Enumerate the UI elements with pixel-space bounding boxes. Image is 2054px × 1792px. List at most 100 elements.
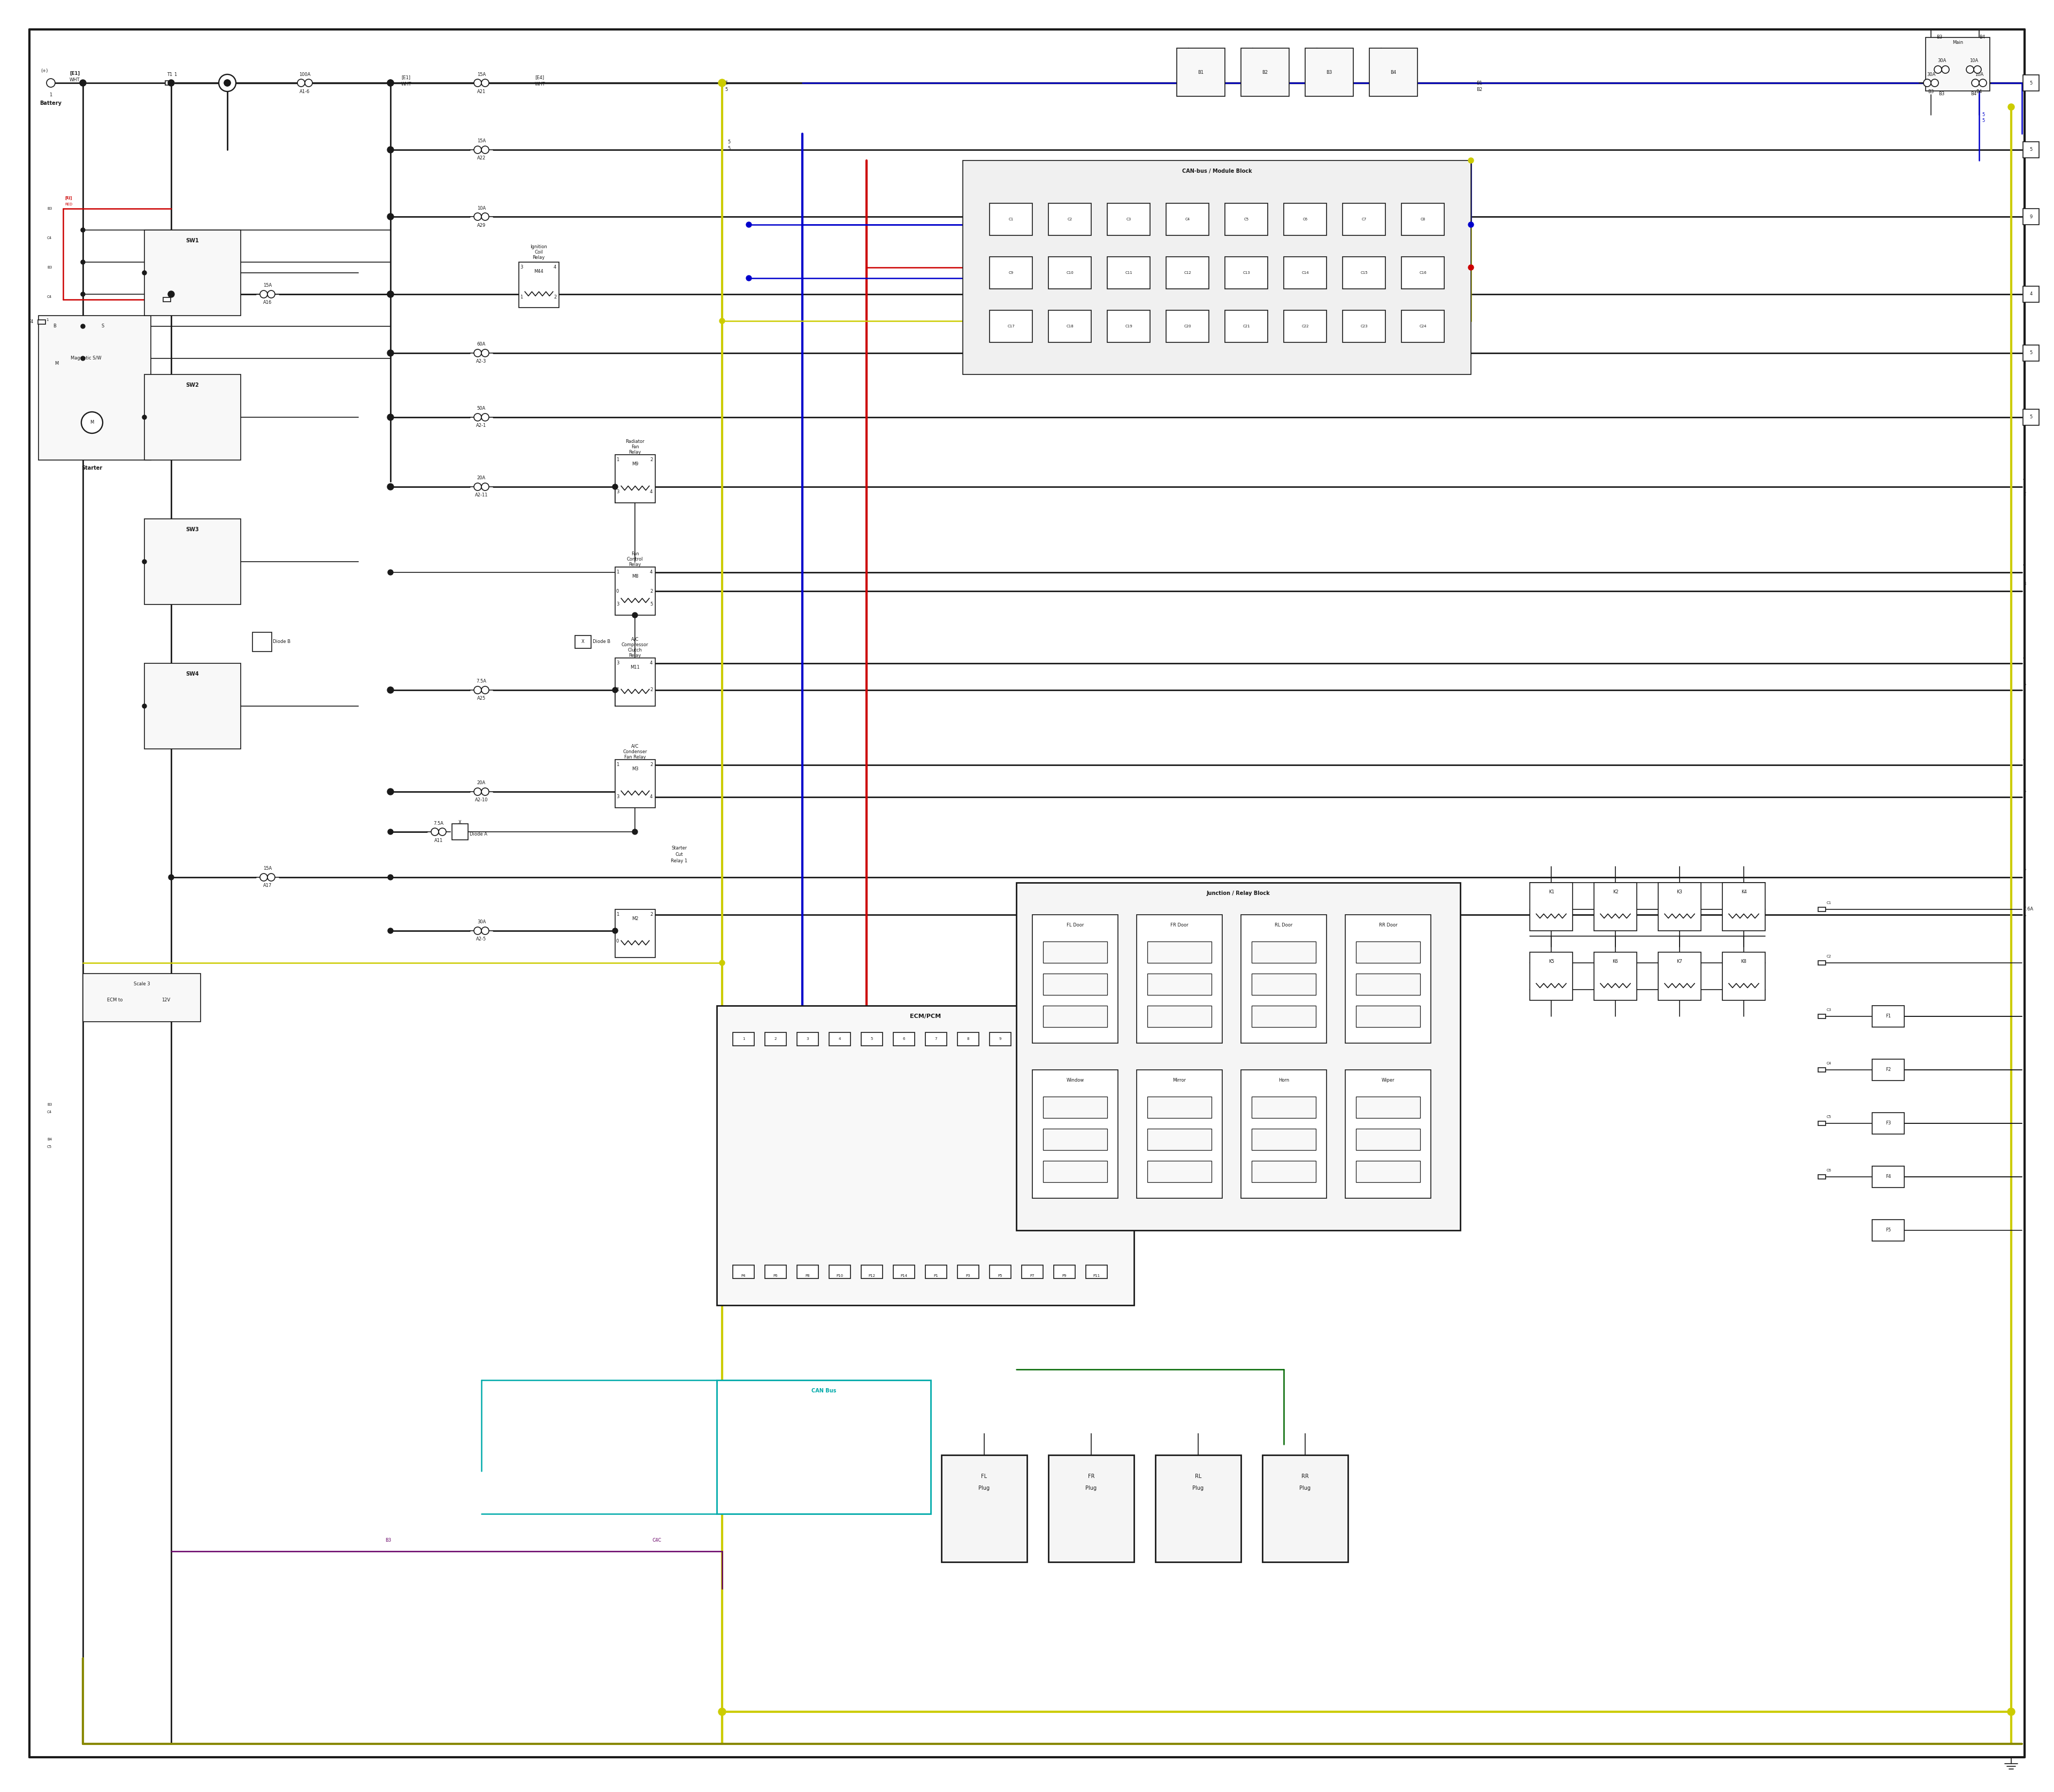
Bar bbox=[1148, 941, 1212, 962]
Bar bbox=[1043, 1129, 1107, 1150]
Bar bbox=[1107, 202, 1150, 235]
Text: 11: 11 bbox=[1062, 1038, 1066, 1041]
Circle shape bbox=[474, 213, 481, 220]
Text: 2: 2 bbox=[649, 688, 653, 692]
Bar bbox=[1177, 48, 1224, 97]
Bar bbox=[1871, 1167, 1904, 1188]
Text: ECM/PCM: ECM/PCM bbox=[910, 1014, 941, 1020]
Text: 3: 3 bbox=[616, 661, 618, 665]
Text: SW4: SW4 bbox=[187, 672, 199, 677]
Text: 15A: 15A bbox=[263, 283, 271, 289]
Text: A2-1: A2-1 bbox=[477, 423, 487, 428]
Text: Starter: Starter bbox=[82, 466, 103, 471]
Circle shape bbox=[1469, 158, 1473, 163]
Text: B4: B4 bbox=[1980, 36, 1984, 39]
Text: 10: 10 bbox=[1029, 1038, 1035, 1041]
Text: P12: P12 bbox=[869, 1274, 875, 1278]
Text: Horn: Horn bbox=[1278, 1079, 1290, 1082]
Text: 5: 5 bbox=[725, 88, 727, 91]
Circle shape bbox=[47, 79, 55, 88]
Text: A2-5: A2-5 bbox=[477, 937, 487, 943]
Text: RL Door: RL Door bbox=[1276, 923, 1292, 928]
Bar bbox=[1594, 883, 1637, 930]
Text: 5: 5 bbox=[2023, 788, 2025, 794]
Text: A2-11: A2-11 bbox=[474, 493, 489, 498]
Circle shape bbox=[1469, 265, 1473, 271]
Bar bbox=[2023, 287, 2040, 303]
Text: M2: M2 bbox=[631, 916, 639, 921]
Text: Diode B: Diode B bbox=[273, 640, 290, 645]
Bar bbox=[2023, 75, 2040, 91]
Text: FL Door: FL Door bbox=[1066, 923, 1085, 928]
Text: RR Door: RR Door bbox=[1378, 923, 1397, 928]
Bar bbox=[1148, 1161, 1212, 1183]
Text: Plug: Plug bbox=[1193, 1486, 1204, 1491]
Text: 1: 1 bbox=[49, 91, 51, 97]
Text: B3: B3 bbox=[47, 1104, 51, 1106]
Text: P6: P6 bbox=[772, 1274, 778, 1278]
Text: B1: B1 bbox=[1477, 81, 1483, 86]
Bar bbox=[1370, 48, 1417, 97]
Bar bbox=[1343, 310, 1384, 342]
Circle shape bbox=[261, 290, 267, 297]
Text: SW1: SW1 bbox=[187, 238, 199, 244]
Text: B4: B4 bbox=[47, 1138, 51, 1142]
Bar bbox=[614, 658, 655, 706]
Text: B3: B3 bbox=[47, 265, 51, 269]
Circle shape bbox=[481, 788, 489, 796]
Circle shape bbox=[719, 319, 725, 324]
Text: C14: C14 bbox=[1302, 271, 1308, 274]
Text: Fan: Fan bbox=[631, 444, 639, 450]
Bar bbox=[941, 1455, 1027, 1563]
Text: A22: A22 bbox=[477, 156, 485, 161]
Text: B1: B1 bbox=[1197, 70, 1204, 75]
Text: P9: P9 bbox=[1062, 1274, 1066, 1278]
Text: Relay: Relay bbox=[629, 450, 641, 455]
Bar bbox=[1087, 1032, 1107, 1047]
Bar bbox=[926, 1032, 947, 1047]
Text: C4: C4 bbox=[1826, 1063, 1832, 1064]
Circle shape bbox=[746, 276, 752, 281]
Circle shape bbox=[80, 228, 84, 233]
Bar bbox=[1167, 310, 1210, 342]
Text: M11: M11 bbox=[631, 665, 639, 670]
Text: P8: P8 bbox=[805, 1274, 809, 1278]
Bar bbox=[1224, 256, 1267, 289]
Text: WHT: WHT bbox=[401, 82, 411, 88]
Text: WHT: WHT bbox=[70, 77, 80, 82]
Text: C4C: C4C bbox=[653, 1538, 661, 1543]
Text: K8: K8 bbox=[1742, 959, 1746, 964]
Circle shape bbox=[481, 414, 489, 421]
Text: C5: C5 bbox=[1245, 217, 1249, 220]
Bar bbox=[1043, 973, 1107, 995]
Circle shape bbox=[481, 926, 489, 934]
Circle shape bbox=[481, 145, 489, 154]
Text: 5: 5 bbox=[2029, 81, 2031, 86]
Circle shape bbox=[142, 416, 146, 419]
Text: 2: 2 bbox=[649, 763, 653, 767]
Text: C23: C23 bbox=[1360, 324, 1368, 328]
Circle shape bbox=[612, 484, 618, 489]
Text: [E1]: [E1] bbox=[70, 72, 80, 75]
Bar bbox=[37, 321, 45, 324]
Text: 15A: 15A bbox=[477, 138, 485, 143]
Circle shape bbox=[224, 81, 230, 86]
Text: C406: C406 bbox=[156, 289, 168, 294]
Bar bbox=[1021, 1265, 1043, 1278]
Text: F4: F4 bbox=[1886, 1174, 1892, 1179]
Text: B2: B2 bbox=[1477, 88, 1483, 91]
Text: 9: 9 bbox=[998, 1038, 1002, 1041]
Bar bbox=[1356, 1161, 1419, 1183]
Circle shape bbox=[746, 222, 752, 228]
Text: FR: FR bbox=[1089, 1473, 1095, 1478]
Bar bbox=[1818, 961, 1826, 966]
Circle shape bbox=[80, 292, 84, 296]
Text: C10: C10 bbox=[1066, 271, 1074, 274]
Bar bbox=[575, 636, 592, 649]
Bar bbox=[1401, 256, 1444, 289]
Text: FL: FL bbox=[982, 1473, 988, 1478]
Text: C1: C1 bbox=[1009, 217, 1013, 220]
Text: 6: 6 bbox=[904, 1038, 906, 1041]
Bar bbox=[1658, 952, 1701, 1000]
Text: 3: 3 bbox=[807, 1038, 809, 1041]
